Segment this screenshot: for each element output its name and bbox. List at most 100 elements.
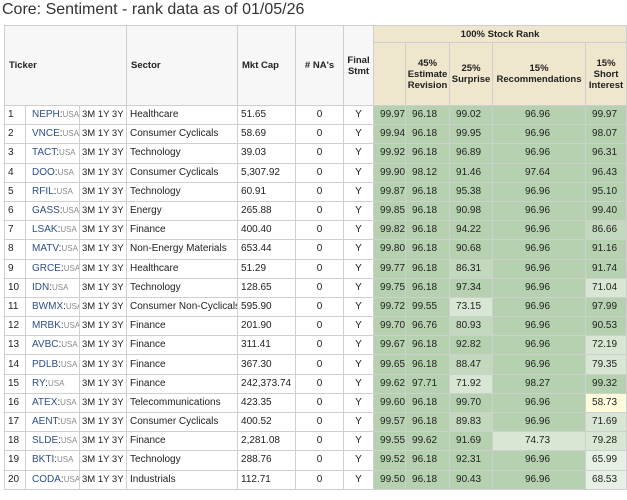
period-links[interactable]: 3M 1Y 3Y <box>78 296 128 318</box>
ticker-link[interactable]: MATV <box>32 243 59 255</box>
sector-cell: Finance <box>126 373 239 394</box>
period-links[interactable]: 3M 1Y 3Y <box>78 277 128 298</box>
period-links[interactable]: 3M 1Y 3Y <box>78 200 128 222</box>
period-links[interactable]: 3M 1Y 3Y <box>78 335 128 356</box>
final-stmt-cell: Y <box>343 316 375 337</box>
table-row[interactable]: 19 BKTI:USA 3M 1Y 3Y Technology 288.76 0 Y 99.5… <box>4 450 627 471</box>
ticker-link[interactable]: SLDE <box>32 435 59 447</box>
table-row[interactable]: 5 RFIL:USA 3M 1Y 3Y Technology 60.91 0 Y 99.87 9… <box>4 181 627 202</box>
period-links[interactable]: 3M 1Y 3Y <box>78 162 128 183</box>
table-row[interactable]: 9 GRCE:USA 3M 1Y 3Y Healthcare 51.29 0 Y 99.77 9… <box>4 258 627 279</box>
period-links[interactable]: 3M 1Y 3Y <box>78 124 128 145</box>
table-row[interactable]: 17 AENT:USA 3M 1Y 3Y Consumer Cyclicals 400.… <box>4 411 627 433</box>
mkt-cap-cell: 5,307.92 <box>237 162 297 183</box>
sector-cell: Technology <box>126 450 239 471</box>
period-links[interactable]: 3M 1Y 3Y <box>78 104 128 126</box>
header-surprise[interactable]: 25% Surprise <box>449 42 494 106</box>
ticker-link[interactable]: RFIL <box>32 185 54 197</box>
stock-rank-cell: 99.50 <box>373 469 407 490</box>
table-row[interactable]: 14 PDLB:USA 3M 1Y 3Y Finance 367.30 0 Y 99.65 96… <box>4 354 627 375</box>
table-row[interactable]: 15 RY:USA 3M 1Y 3Y Finance 242,373.74 0 Y 99.62… <box>4 373 627 394</box>
nas-cell: 0 <box>295 239 345 260</box>
period-links[interactable]: 3M 1Y 3Y <box>78 411 128 433</box>
nas-cell: 0 <box>295 143 345 164</box>
period-links[interactable]: 3M 1Y 3Y <box>78 258 128 279</box>
table-row[interactable]: 16 ATEX:USA 3M 1Y 3Y Telecommunications 423.… <box>4 392 627 414</box>
period-links[interactable]: 3M 1Y 3Y <box>78 143 128 164</box>
ticker-link[interactable]: GRCE <box>32 262 61 274</box>
ticker-link[interactable]: BKTI <box>32 454 55 466</box>
header-mkt-cap[interactable]: Mkt Cap <box>237 25 297 106</box>
period-links[interactable]: 3M 1Y 3Y <box>78 181 128 202</box>
period-links[interactable]: 3M 1Y 3Y <box>78 431 128 452</box>
ticker-link[interactable]: AVBC <box>32 339 59 351</box>
stock-rank-cell: 99.67 <box>373 335 407 356</box>
short-interest-cell: 58.73 <box>585 392 627 414</box>
table-row[interactable]: 3 TACT:USA 3M 1Y 3Y Technology 39.03 0 Y 99.92 9… <box>4 143 627 164</box>
period-links[interactable]: 3M 1Y 3Y <box>78 354 128 375</box>
header-estimate-revision[interactable]: 45% Estimate Revision <box>405 42 451 106</box>
header-sector[interactable]: Sector <box>126 25 239 106</box>
ticker-link[interactable]: AENT <box>32 416 58 428</box>
nas-cell: 0 <box>295 392 345 414</box>
header-nas[interactable]: # NA's <box>295 25 345 106</box>
period-links[interactable]: 3M 1Y 3Y <box>78 239 128 260</box>
header-ticker[interactable]: Ticker <box>3 25 128 106</box>
mkt-cap-cell: 51.29 <box>237 258 297 279</box>
ticker-link[interactable]: DOO <box>32 166 55 178</box>
ticker-link[interactable]: NEPH <box>32 109 60 121</box>
ticker-link[interactable]: BWMX <box>32 300 64 312</box>
period-links[interactable]: 3M 1Y 3Y <box>78 450 128 471</box>
row-number: 15 <box>4 373 26 394</box>
table-row[interactable]: 13 AVBC:USA 3M 1Y 3Y Finance 311.41 0 Y 99.67 96… <box>4 335 627 356</box>
header-short-interest[interactable]: 15% Short Interest <box>585 42 627 106</box>
table-row[interactable]: 20 CODA:USA 3M 1Y 3Y Industrials 112.71 0 Y 99.… <box>4 469 627 490</box>
period-links[interactable]: 3M 1Y 3Y <box>78 316 128 337</box>
period-links[interactable]: 3M 1Y 3Y <box>78 373 128 394</box>
table-row[interactable]: 18 SLDE:USA 3M 1Y 3Y Finance 2,281.08 0 Y 99.55… <box>4 431 627 452</box>
ticker-link[interactable]: LSAK <box>32 224 58 236</box>
country-label: USA <box>61 244 78 254</box>
table-row[interactable]: 4 DOO:USA 3M 1Y 3Y Consumer Cyclicals 5,307.… <box>4 162 627 183</box>
country-label: USA <box>62 110 80 120</box>
nas-cell: 0 <box>295 354 345 375</box>
sector-cell: Finance <box>126 316 239 337</box>
header-recommendations[interactable]: 15% Recommendations <box>492 42 587 106</box>
stock-rank-cell: 99.70 <box>373 316 407 337</box>
ticker-link[interactable]: RY <box>32 377 46 389</box>
estimate-revision-cell: 96.18 <box>405 124 451 145</box>
table-row[interactable]: 6 GASS:USA 3M 1Y 3Y Energy 265.88 0 Y 99.85 96.1… <box>4 200 627 222</box>
estimate-revision-cell: 96.18 <box>405 277 451 298</box>
estimate-revision-cell: 96.18 <box>405 200 451 222</box>
ticker-cell: RY:USA <box>25 373 80 394</box>
table-row[interactable]: 2 VNCE:USA 3M 1Y 3Y Consumer Cyclicals 58.69… <box>4 124 627 145</box>
ticker-link[interactable]: PDLB <box>32 358 59 370</box>
ticker-link[interactable]: ATEX <box>32 396 58 408</box>
ticker-link[interactable]: VNCE <box>32 128 60 140</box>
table-row[interactable]: 8 MATV:USA 3M 1Y 3Y Non-Energy Materials 653… <box>4 239 627 260</box>
mkt-cap-cell: 242,373.74 <box>237 373 297 394</box>
short-interest-cell: 65.99 <box>585 450 627 471</box>
period-links[interactable]: 3M 1Y 3Y <box>78 392 128 414</box>
period-links[interactable]: 3M 1Y 3Y <box>78 469 128 490</box>
ticker-link[interactable]: CODA <box>32 473 61 485</box>
period-links[interactable]: 3M 1Y 3Y <box>78 220 128 241</box>
table-row[interactable]: 12 MRBK:USA 3M 1Y 3Y Finance 201.90 0 Y 99.70 96… <box>4 316 627 337</box>
sector-cell: Consumer Cyclicals <box>126 411 239 433</box>
ticker-link[interactable]: MRBK <box>32 320 61 332</box>
header-final-stmt[interactable]: Final Stmt <box>343 25 375 106</box>
recommendations-cell: 98.27 <box>492 373 587 394</box>
table-row[interactable]: 1 NEPH:USA 3M 1Y 3Y Healthcare 51.65 0 Y 99.97 9… <box>4 104 627 126</box>
ticker-link[interactable]: GASS <box>32 205 60 217</box>
header-stock-rank[interactable] <box>373 42 407 106</box>
mkt-cap-cell: 51.65 <box>237 104 297 126</box>
table-row[interactable]: 10 IDN:USA 3M 1Y 3Y Technology 128.65 0 Y 99.75… <box>4 277 627 298</box>
ticker-link[interactable]: IDN <box>32 281 50 293</box>
stock-rank-cell: 99.60 <box>373 392 407 414</box>
country-label: USA <box>47 378 65 388</box>
table-row[interactable]: 7 LSAK:USA 3M 1Y 3Y Finance 400.40 0 Y 99.82 96.… <box>4 220 627 241</box>
ticker-link[interactable]: TACT <box>32 147 57 159</box>
recommendations-cell: 96.96 <box>492 354 587 375</box>
mkt-cap-cell: 58.69 <box>237 124 297 145</box>
